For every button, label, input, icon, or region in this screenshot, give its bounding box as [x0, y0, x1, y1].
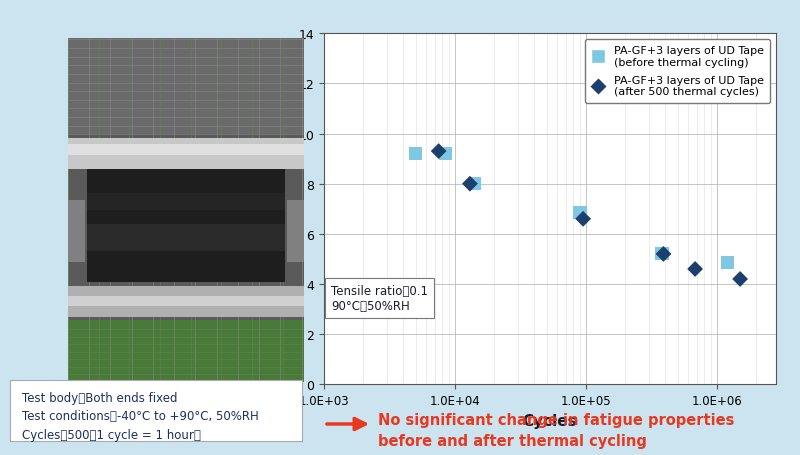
- Text: Test body：Both ends fixed: Test body：Both ends fixed: [22, 391, 178, 404]
- Bar: [87, 193, 285, 210]
- Bar: [68, 138, 304, 169]
- Bar: [68, 286, 304, 317]
- Point: [657, 251, 670, 258]
- Bar: [68, 39, 304, 135]
- Bar: [68, 145, 304, 156]
- Point: [689, 266, 702, 273]
- Bar: [68, 200, 85, 262]
- Point: [734, 276, 746, 283]
- Bar: [68, 296, 304, 307]
- Y-axis label: Maximum load（kN）: Maximum load（kN）: [282, 144, 294, 275]
- Point: [655, 251, 668, 258]
- Bar: [87, 224, 285, 252]
- Point: [432, 148, 445, 155]
- Point: [574, 209, 586, 217]
- Point: [439, 151, 452, 158]
- Bar: [287, 200, 304, 262]
- Text: Test conditions：-40°C to +90°C, 50%RH: Test conditions：-40°C to +90°C, 50%RH: [22, 410, 259, 422]
- Text: Cycles：500（1 cycle = 1 hour）: Cycles：500（1 cycle = 1 hour）: [22, 428, 201, 441]
- Point: [409, 151, 422, 158]
- Text: Tensile ratio：0.1
90°C，50%RH: Tensile ratio：0.1 90°C，50%RH: [330, 285, 428, 313]
- X-axis label: Cycles: Cycles: [522, 413, 578, 428]
- Point: [468, 181, 481, 188]
- Point: [577, 216, 590, 223]
- Legend: PA-GF+3 layers of UD Tape
(before thermal cycling), PA-GF+3 layers of UD Tape
(a: PA-GF+3 layers of UD Tape (before therma…: [585, 40, 770, 104]
- Bar: [87, 169, 285, 283]
- Point: [721, 259, 734, 267]
- Bar: [68, 320, 304, 382]
- Text: No significant change in fatigue properties
before and after thermal cycling: No significant change in fatigue propert…: [378, 412, 734, 448]
- Point: [463, 181, 476, 188]
